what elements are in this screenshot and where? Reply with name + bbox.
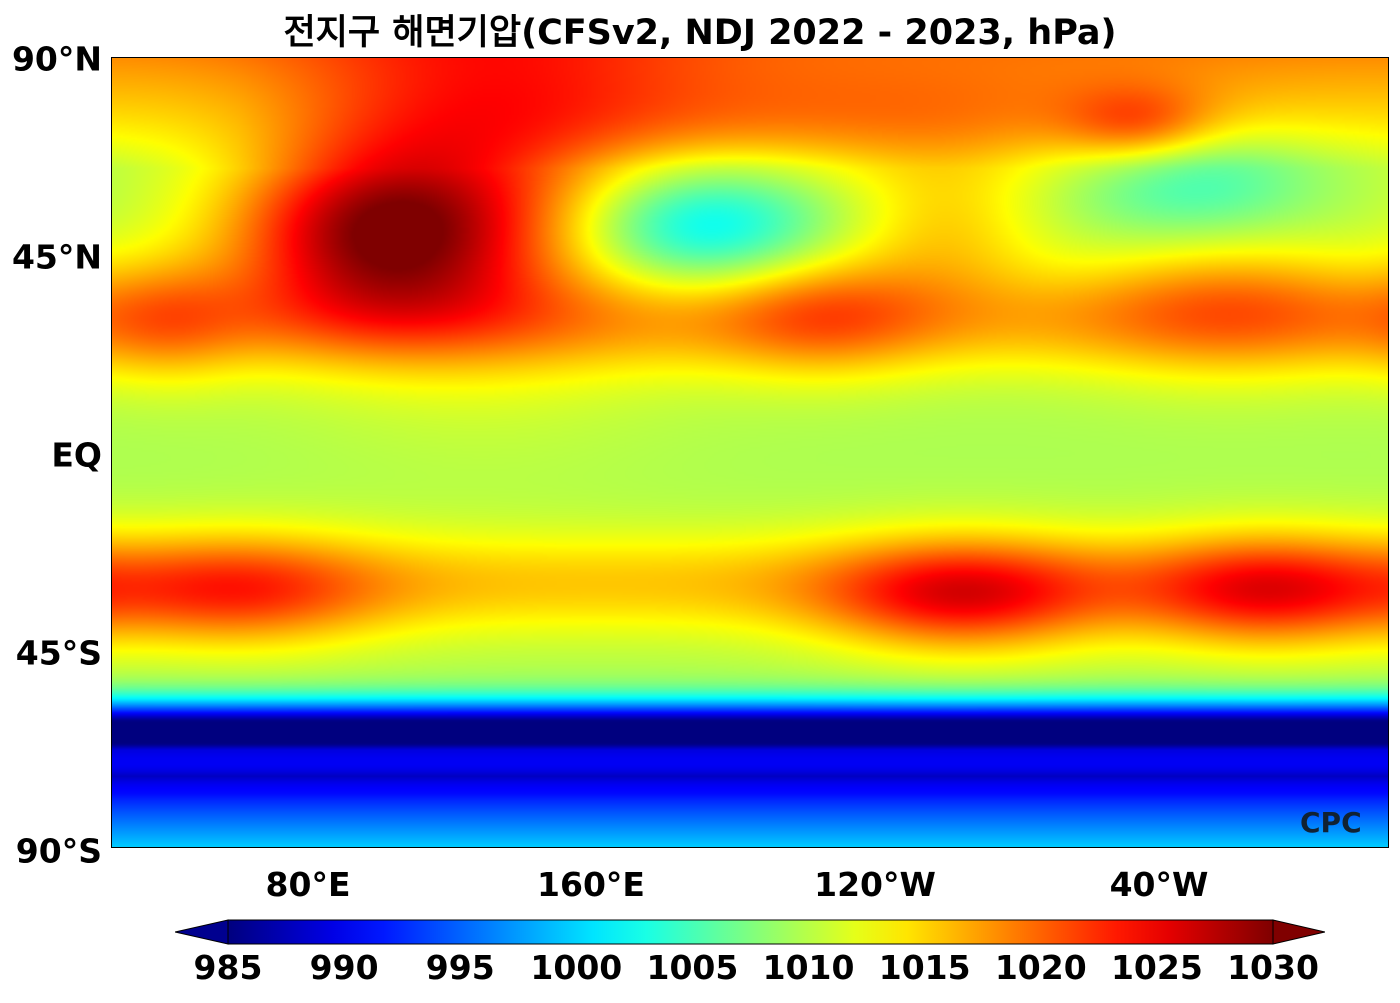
- colorbar-tick-label: 995: [425, 948, 495, 987]
- colorbar: [175, 919, 1325, 945]
- lon-label-160e: 160°E: [537, 865, 645, 904]
- pressure-map: [111, 57, 1389, 848]
- colorbar-tick-label: 1005: [646, 948, 739, 987]
- lat-label-45s: 45°S: [15, 633, 102, 673]
- map-title: 전지구 해면기압(CFSv2, NDJ 2022 - 2023, hPa): [283, 13, 1117, 53]
- colorbar-tick-label: 1025: [1110, 948, 1203, 987]
- colorbar-tick-label: 1010: [762, 948, 855, 987]
- colorbar-gradient: [227, 919, 1274, 945]
- pressure-field: [112, 58, 1388, 847]
- lat-label-eq: EQ: [51, 435, 102, 475]
- lat-label-90s: 90°S: [15, 831, 102, 871]
- lat-label-45n: 45°N: [11, 237, 102, 277]
- colorbar-tick-label: 1030: [1227, 948, 1319, 987]
- colorbar-extend-low: [175, 919, 229, 945]
- lon-label-120w: 120°W: [814, 865, 936, 904]
- cpc-logo: CPC: [1300, 806, 1362, 839]
- lon-label-40w: 40°W: [1109, 865, 1209, 904]
- lon-label-80e: 80°E: [265, 865, 351, 904]
- colorbar-tick-label: 990: [309, 948, 379, 987]
- lat-label-90n: 90°N: [11, 39, 102, 79]
- colorbar-tick-label: 985: [193, 948, 263, 987]
- colorbar-tick-label: 1020: [994, 948, 1087, 987]
- colorbar-tick-label: 1000: [530, 948, 623, 987]
- colorbar-tick-label: 1015: [878, 948, 971, 987]
- colorbar-extend-high: [1272, 919, 1325, 945]
